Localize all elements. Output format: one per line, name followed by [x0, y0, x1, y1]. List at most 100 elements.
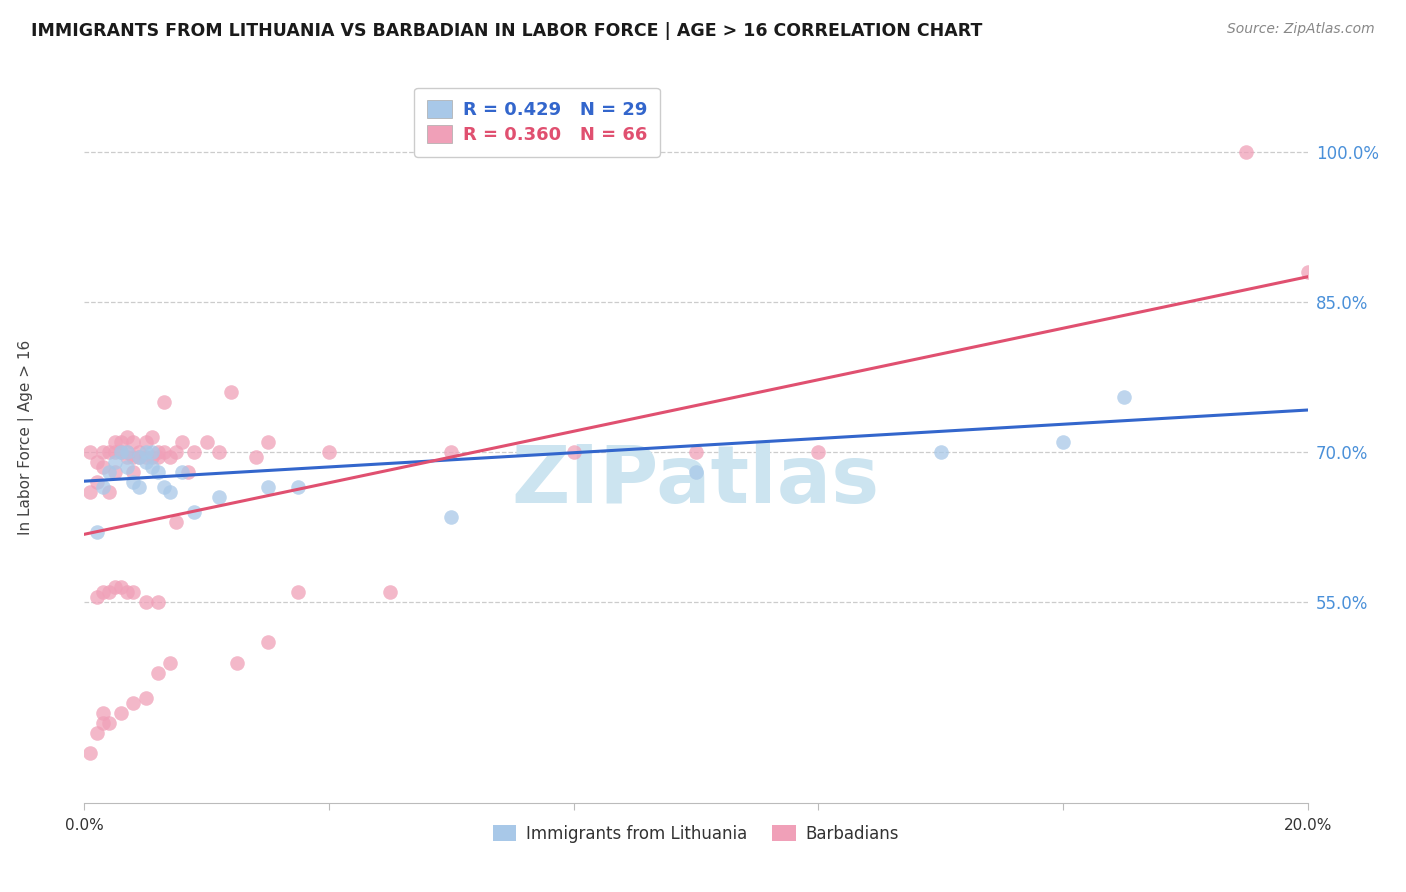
Point [115, 430, 138, 444]
Point [91, 706, 114, 720]
Point [141, 450, 163, 464]
Point [97, 715, 120, 730]
Point [135, 595, 157, 609]
Point [146, 595, 169, 609]
Point [86, 475, 108, 490]
Point [141, 445, 163, 459]
Point [97, 445, 120, 459]
Point [562, 445, 585, 459]
Point [183, 505, 205, 519]
Point [165, 515, 187, 529]
Point [146, 450, 169, 464]
Point [104, 455, 127, 469]
Point [135, 690, 157, 705]
Point [110, 445, 132, 459]
Text: Source: ZipAtlas.com: Source: ZipAtlas.com [1227, 22, 1375, 37]
Point [79, 746, 101, 760]
Legend: Immigrants from Lithuania, Barbadians: Immigrants from Lithuania, Barbadians [486, 818, 905, 849]
Point [122, 450, 145, 464]
Point [104, 580, 127, 594]
Point [146, 465, 169, 479]
Point [91, 445, 114, 459]
Point [97, 485, 120, 500]
Point [122, 585, 145, 599]
Point [153, 445, 176, 459]
Point [128, 450, 150, 464]
Point [115, 460, 138, 475]
Point [91, 585, 114, 599]
Point [208, 490, 231, 504]
Point [245, 450, 267, 464]
Point [86, 455, 108, 469]
Point [104, 465, 127, 479]
Point [110, 706, 132, 720]
Point [183, 445, 205, 459]
Point [122, 465, 145, 479]
Point [110, 445, 132, 459]
Point [208, 445, 231, 459]
Point [153, 480, 176, 494]
Point [122, 475, 145, 490]
Point [1114, 390, 1136, 404]
Point [115, 445, 138, 459]
Point [97, 465, 120, 479]
Point [128, 445, 150, 459]
Point [257, 635, 280, 649]
Point [929, 445, 952, 459]
Point [159, 485, 181, 500]
Point [440, 510, 463, 524]
Point [115, 445, 138, 459]
Point [146, 445, 169, 459]
Point [104, 435, 127, 450]
Point [440, 445, 463, 459]
Point [141, 460, 163, 475]
Point [110, 580, 132, 594]
Text: In Labor Force | Age > 16: In Labor Force | Age > 16 [18, 340, 34, 534]
Point [380, 585, 402, 599]
Point [159, 450, 181, 464]
Point [172, 435, 194, 450]
Point [807, 445, 830, 459]
Point [104, 445, 127, 459]
Point [91, 715, 114, 730]
Point [318, 445, 340, 459]
Point [1296, 265, 1319, 279]
Text: 0.0%: 0.0% [65, 818, 104, 833]
Point [122, 696, 145, 710]
Point [110, 435, 132, 450]
Point [128, 450, 150, 464]
Point [97, 585, 120, 599]
Point [1052, 435, 1074, 450]
Point [135, 450, 157, 464]
Point [91, 460, 114, 475]
Text: ZIPatlas: ZIPatlas [512, 442, 880, 520]
Point [135, 455, 157, 469]
Point [153, 395, 176, 409]
Point [86, 525, 108, 540]
Point [159, 656, 181, 670]
Point [122, 435, 145, 450]
Point [115, 450, 138, 464]
Point [195, 435, 218, 450]
Point [79, 485, 101, 500]
Point [287, 480, 309, 494]
Point [86, 591, 108, 605]
Point [146, 665, 169, 680]
Point [135, 435, 157, 450]
Point [91, 480, 114, 494]
Point [79, 445, 101, 459]
Point [257, 480, 280, 494]
Point [287, 585, 309, 599]
Point [141, 430, 163, 444]
Point [172, 465, 194, 479]
Point [177, 465, 200, 479]
Point [1236, 145, 1258, 159]
Point [165, 445, 187, 459]
Point [135, 445, 157, 459]
Point [226, 656, 249, 670]
Text: IMMIGRANTS FROM LITHUANIA VS BARBADIAN IN LABOR FORCE | AGE > 16 CORRELATION CHA: IMMIGRANTS FROM LITHUANIA VS BARBADIAN I… [31, 22, 983, 40]
Point [128, 480, 150, 494]
Point [219, 384, 242, 399]
Point [86, 725, 108, 739]
Point [257, 435, 280, 450]
